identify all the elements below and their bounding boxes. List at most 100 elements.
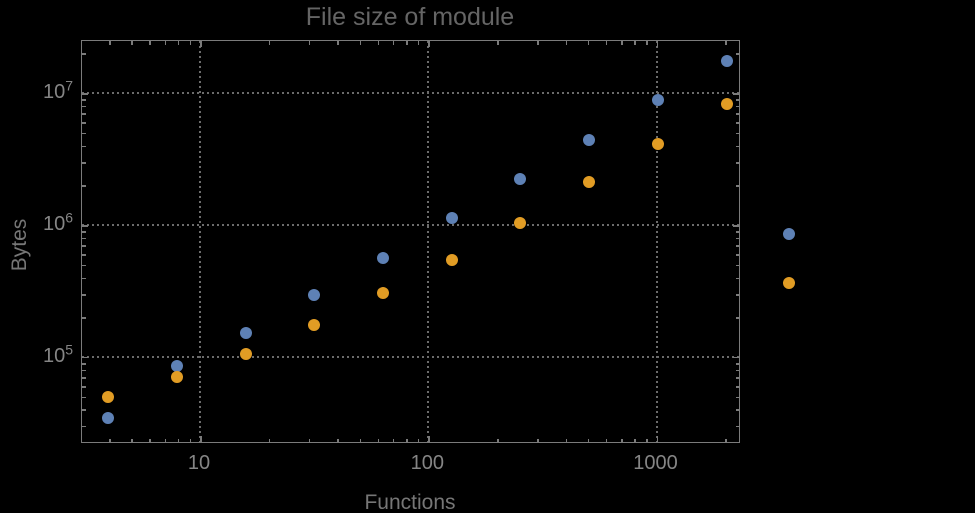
y-minor-tick xyxy=(82,53,86,55)
x-tick-label: 1000 xyxy=(633,452,678,474)
x-minor-tick xyxy=(392,41,395,45)
x-minor-tick xyxy=(725,41,727,45)
x-minor-tick xyxy=(406,41,408,45)
x-major-tick xyxy=(656,436,659,442)
y-minor-tick xyxy=(735,99,739,101)
x-minor-tick xyxy=(621,438,623,442)
y-gridline xyxy=(82,355,739,358)
x-minor-tick xyxy=(634,438,636,442)
x-major-tick xyxy=(428,436,430,442)
y-minor-tick xyxy=(82,132,86,135)
y-minor-tick xyxy=(735,237,739,240)
data-point-orange xyxy=(445,254,458,267)
x-minor-tick xyxy=(131,41,133,45)
x-minor-tick xyxy=(377,438,380,442)
x-major-tick xyxy=(200,436,202,442)
y-major-tick xyxy=(82,225,88,227)
y-minor-tick xyxy=(82,264,86,267)
data-point-blue xyxy=(170,359,183,372)
x-minor-tick xyxy=(377,41,380,45)
y-major-tick xyxy=(733,356,739,359)
chart-title: File size of module xyxy=(305,3,515,31)
y-major-tick xyxy=(82,356,88,359)
x-minor-tick xyxy=(177,438,180,442)
y-tick-label: 106 xyxy=(42,209,73,235)
y-minor-tick xyxy=(82,162,86,164)
data-point-blue xyxy=(377,252,390,265)
data-point-blue xyxy=(783,228,796,240)
y-minor-tick xyxy=(82,113,86,115)
y-minor-tick xyxy=(735,317,739,319)
y-minor-tick xyxy=(82,105,86,108)
x-minor-tick xyxy=(565,41,568,45)
x-minor-tick xyxy=(587,438,590,442)
y-minor-tick xyxy=(735,122,739,124)
x-minor-tick xyxy=(392,438,395,442)
data-point-blue xyxy=(239,326,252,339)
y-minor-tick xyxy=(82,377,86,379)
x-minor-tick xyxy=(149,41,151,45)
data-point-orange xyxy=(170,371,183,384)
x-minor-tick xyxy=(189,41,192,45)
data-point-orange xyxy=(377,287,390,299)
x-tick-label: 10 xyxy=(187,452,211,474)
y-gridline xyxy=(82,92,739,95)
x-minor-tick xyxy=(417,41,420,45)
x-minor-tick xyxy=(565,438,568,442)
y-minor-tick xyxy=(735,185,739,187)
y-minor-tick xyxy=(735,231,739,233)
x-minor-tick xyxy=(164,438,167,442)
x-gridline xyxy=(655,41,658,442)
y-minor-tick xyxy=(82,294,86,296)
x-minor-tick xyxy=(308,438,311,442)
x-minor-tick xyxy=(537,41,539,45)
x-minor-tick xyxy=(537,438,539,442)
x-minor-tick xyxy=(621,41,623,45)
data-point-blue xyxy=(720,54,733,67)
data-point-blue xyxy=(514,173,527,186)
x-gridline xyxy=(427,41,430,442)
y-gridline xyxy=(82,224,739,226)
x-minor-tick xyxy=(605,41,608,45)
x-minor-tick xyxy=(149,438,151,442)
data-point-orange xyxy=(239,347,252,360)
y-minor-tick xyxy=(82,317,86,319)
x-minor-tick xyxy=(646,41,648,45)
x-gridline xyxy=(199,41,202,442)
x-minor-tick xyxy=(109,438,111,442)
y-major-tick xyxy=(733,93,739,95)
y-minor-tick xyxy=(82,185,86,187)
x-major-tick xyxy=(200,41,202,47)
y-minor-tick xyxy=(82,386,86,388)
data-point-blue xyxy=(583,134,596,147)
y-minor-tick xyxy=(735,53,739,55)
x-minor-tick xyxy=(646,438,648,442)
y-minor-tick xyxy=(735,425,739,428)
data-point-blue xyxy=(308,288,321,301)
x-minor-tick xyxy=(359,438,362,442)
y-minor-tick xyxy=(735,363,739,365)
x-minor-tick xyxy=(109,41,111,45)
data-point-orange xyxy=(514,216,527,229)
data-point-blue xyxy=(445,211,458,224)
data-point-orange xyxy=(651,138,664,151)
y-tick-label: 107 xyxy=(42,77,73,104)
x-minor-tick xyxy=(308,41,311,45)
x-minor-tick xyxy=(337,41,339,45)
y-minor-tick xyxy=(82,409,86,411)
x-minor-tick xyxy=(587,41,590,45)
x-minor-tick xyxy=(189,438,192,442)
y-minor-tick xyxy=(735,254,739,256)
y-minor-tick xyxy=(82,396,86,399)
x-minor-tick xyxy=(337,438,339,442)
y-major-tick xyxy=(733,225,739,227)
y-minor-tick xyxy=(82,237,86,240)
x-minor-tick xyxy=(177,41,180,45)
data-point-orange xyxy=(783,276,796,289)
y-tick-label: 105 xyxy=(42,341,73,367)
x-minor-tick xyxy=(497,438,499,442)
y-minor-tick xyxy=(82,231,86,233)
x-axis-label: Functions xyxy=(364,491,456,513)
y-minor-tick xyxy=(735,105,739,108)
